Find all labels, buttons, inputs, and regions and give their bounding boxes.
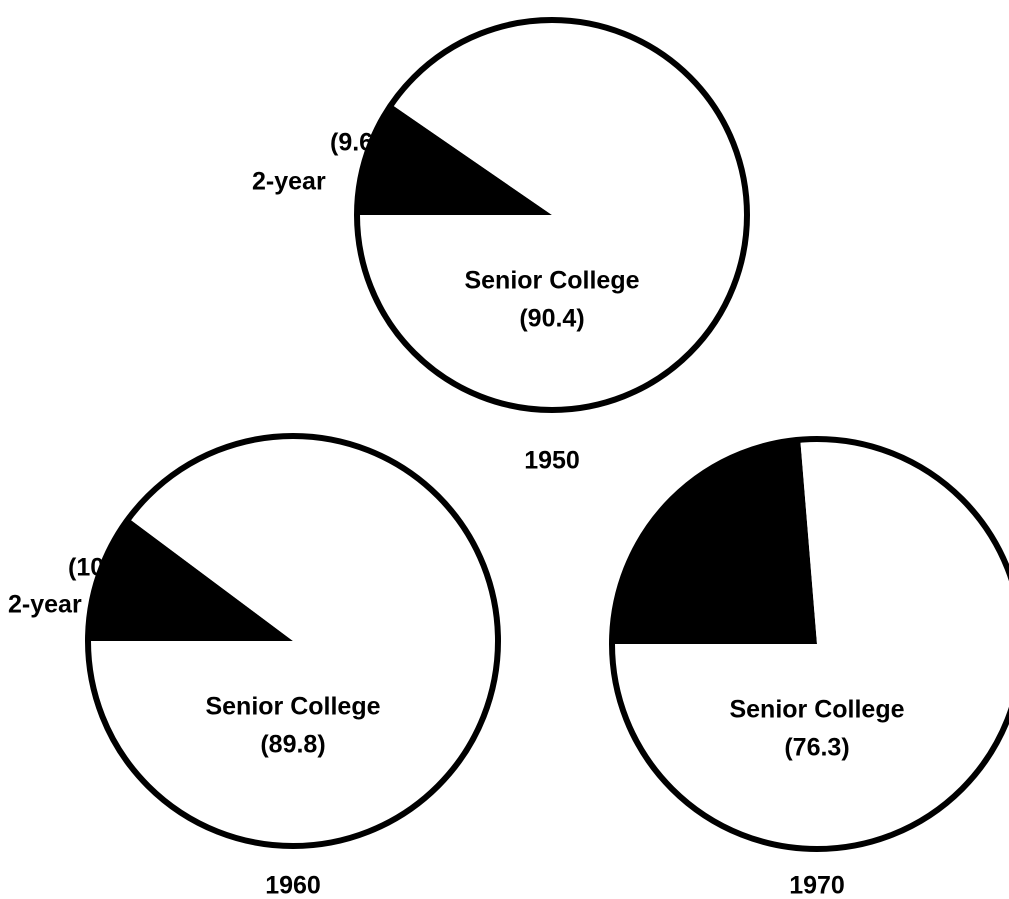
pie-slice [357,20,747,411]
pie-outline [609,436,1009,852]
slice-label: 2-year [252,168,326,196]
pie-slice [357,104,552,215]
slice-value-label: (23.7) [660,515,725,543]
slice-value-label: (89.8) [260,731,325,759]
slice-label: Senior College [464,267,639,295]
slice-label: Senior College [205,693,380,721]
slice-value-label: (90.4) [519,305,584,333]
slice-value-label: (76.3) [784,734,849,762]
slice-label: Senior College [729,696,904,724]
pie-slice [612,439,1009,849]
slice-label: 2-year [8,591,82,619]
slice-value-label: (10.2) [68,554,133,582]
pie-slice [88,518,293,641]
pie-outline [85,433,501,849]
slice-value-label: (9.6) [330,129,381,157]
pie-slice [88,436,499,847]
chart-title: 1960 [265,872,321,899]
chart-title: 1970 [789,872,845,899]
chart-title: 1950 [524,447,580,475]
pie-slice [612,439,817,644]
slice-label: 2-year [650,545,724,573]
pie-outline [354,17,750,413]
